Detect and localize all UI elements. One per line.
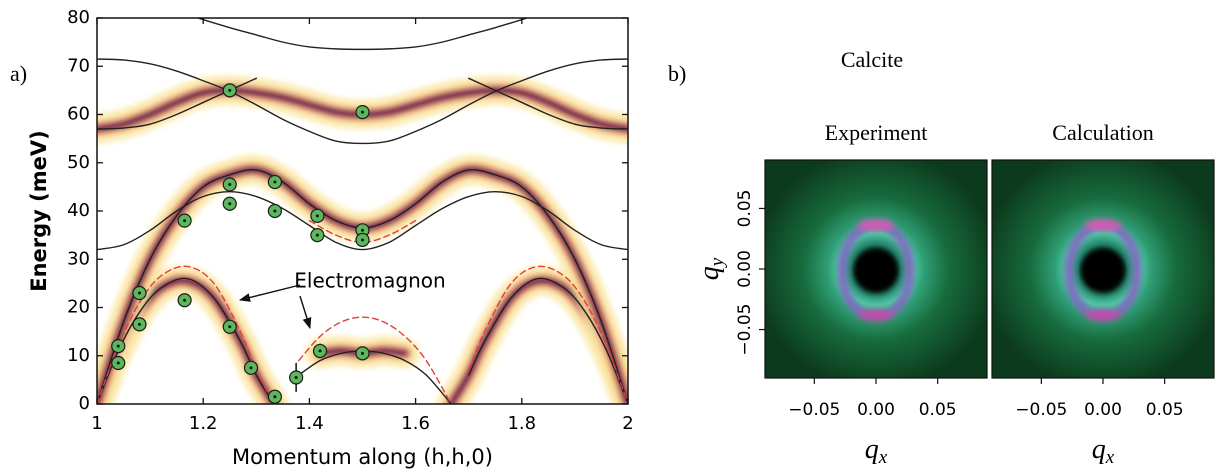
x-tick-label: 1.2 [189, 413, 218, 434]
y-axis-label: qy [694, 257, 728, 280]
panel-title: Calculation [1052, 120, 1153, 145]
point-center [315, 233, 319, 237]
point-center [228, 202, 232, 206]
x-tick-label: 0.00 [857, 400, 895, 420]
x-tick-label: 1.8 [507, 413, 536, 434]
point-center [361, 228, 364, 232]
x-axis-label-subscript: x [878, 447, 888, 468]
panel-label: b) [668, 61, 686, 86]
figure-title: Calcite [841, 47, 903, 72]
y-tick-label: 10 [67, 345, 90, 366]
x-tick-label: 0.05 [1146, 400, 1184, 420]
y-tick-label: 70 [67, 55, 90, 76]
y-axis-label-subscript: y [707, 257, 728, 268]
model-curve [97, 58, 628, 145]
y-tick-label: 0.00 [735, 250, 755, 288]
point-center [116, 344, 120, 348]
y-tick-label: 0 [79, 393, 90, 414]
heatmap-features [837, 219, 915, 322]
x-tick-label: 1 [91, 413, 102, 434]
annotation-arrow [299, 295, 312, 330]
point-center [361, 238, 364, 242]
x-tick-label: 1.6 [401, 413, 430, 434]
point-center [273, 180, 277, 184]
panel-label: a) [10, 61, 27, 86]
scattering-spot [858, 309, 894, 321]
y-axis-label-symbol: q [694, 266, 725, 280]
panel-title: Experiment [825, 120, 928, 145]
y-tick-label: 60 [67, 104, 90, 125]
point-center [294, 375, 298, 379]
point-center [315, 214, 319, 218]
y-axis-label: Energy (meV) [27, 130, 51, 292]
x-axis-label: qx [1092, 434, 1115, 468]
model-curve [197, 18, 528, 51]
dashed-curve [97, 265, 628, 404]
scattering-spot [1085, 309, 1121, 321]
point-center [183, 298, 187, 302]
plot-area [97, 18, 628, 404]
central-hole [854, 249, 898, 293]
y-tick-label: 40 [67, 200, 90, 221]
y-tick-label: −0.05 [735, 304, 755, 356]
y-tick-label: 20 [67, 297, 90, 318]
x-axis-label: Momentum along (h,h,0) [232, 445, 493, 469]
scattering-spot [858, 219, 894, 231]
point-layer [111, 83, 370, 404]
y-tick-label: 30 [67, 248, 90, 269]
point-center [116, 361, 120, 365]
x-axis-label-subscript: x [1105, 447, 1115, 468]
point-center [361, 351, 364, 355]
point-center [361, 110, 364, 114]
x-axis-label-symbol: q [1092, 434, 1106, 465]
annotation-arrow [238, 284, 301, 302]
point-center [228, 325, 232, 329]
x-axis-label-symbol: q [865, 434, 879, 465]
point-center [137, 322, 141, 326]
y-tick-label: 0.05 [735, 190, 755, 228]
point-center [273, 395, 277, 399]
intensity-band [97, 265, 628, 404]
y-tick-label: 50 [67, 152, 90, 173]
y-tick-label: 80 [67, 7, 90, 28]
point-center [137, 291, 141, 295]
x-tick-label: 0.05 [919, 400, 957, 420]
x-tick-label: 0.00 [1084, 400, 1122, 420]
heatmap-features [1064, 219, 1142, 322]
x-tick-label: 2 [622, 413, 633, 434]
x-axis-label: qx [865, 434, 888, 468]
central-hole [1081, 249, 1125, 293]
point-center [228, 182, 232, 186]
point-center [318, 349, 322, 353]
point-center [183, 219, 187, 223]
scattering-spot [1085, 219, 1121, 231]
dashed-curve [308, 219, 417, 244]
x-tick-label: −0.05 [788, 400, 840, 420]
panel-a: 0 10 20 30 40 50 60 70 80 1 1.2 1.4 1.6 1.8 2 Momentum … [10, 7, 634, 469]
point-center [249, 366, 253, 370]
x-tick-label: −0.05 [1015, 400, 1067, 420]
point-center [228, 88, 232, 92]
x-tick-label: 1.4 [295, 413, 324, 434]
annotation: Electromagnon [294, 269, 445, 293]
point-center [273, 209, 277, 213]
